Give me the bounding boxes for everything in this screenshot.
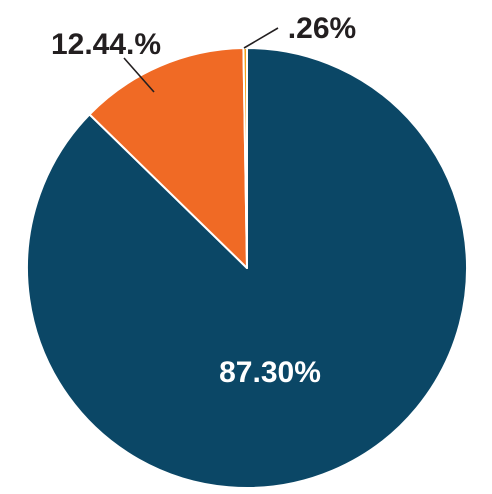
slice-labels: 87.30% 12.44.% .26%: [51, 12, 356, 389]
slice-label-2: 12.44.%: [51, 28, 161, 61]
leader-lines: [123, 27, 279, 93]
slice-label-3: .26%: [288, 12, 356, 45]
pie-slice-1: [26, 47, 468, 489]
slice-label-1: 87.30%: [219, 356, 321, 389]
pie-slice-2: [88, 47, 248, 269]
leader-line-2: [123, 57, 155, 93]
leader-line-3: [243, 27, 279, 49]
pie-slices: [26, 47, 468, 489]
